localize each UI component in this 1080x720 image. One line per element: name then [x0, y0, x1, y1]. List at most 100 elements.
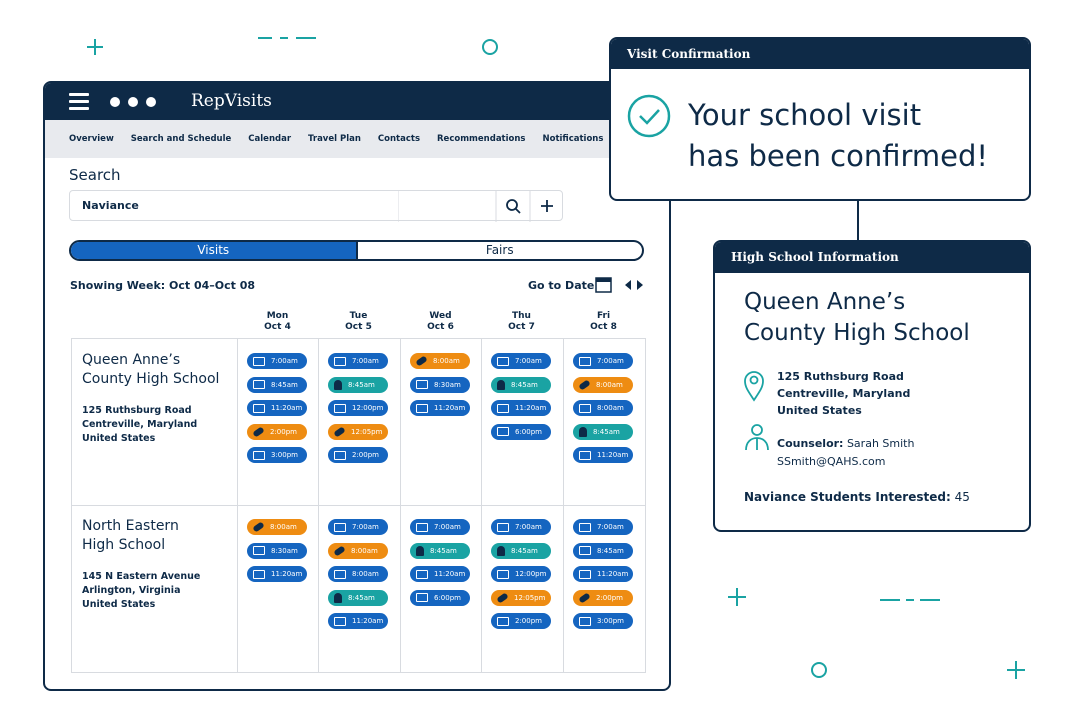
slot-time: 8:45am — [348, 593, 375, 602]
time-slot[interactable]: 6:00pm — [491, 423, 551, 440]
time-slot[interactable]: 11:20am — [491, 400, 551, 416]
slot-time: 8:45am — [348, 380, 375, 389]
time-slot[interactable]: 3:00pm — [573, 613, 633, 629]
nav-item[interactable]: Recommendations — [437, 134, 526, 144]
slot-icon — [497, 569, 509, 579]
school-address: 145 N Eastern Avenue Arlington, Virginia U… — [82, 570, 200, 612]
slot-icon — [497, 616, 509, 626]
time-slot[interactable]: 11:20am — [573, 566, 633, 582]
time-slot[interactable]: 8:45am — [328, 589, 388, 606]
slot-icon — [579, 403, 591, 413]
time-slot[interactable]: 8:00am — [247, 519, 307, 535]
nav-item[interactable]: Search and Schedule — [130, 134, 232, 144]
slot-time: 8:45am — [511, 546, 538, 555]
time-slot[interactable]: 8:45am — [247, 376, 307, 393]
time-slot[interactable]: 11:20am — [410, 566, 470, 582]
school-name: Queen Anne’s County High School — [744, 287, 970, 349]
slot-time: 6:00pm — [515, 427, 542, 436]
time-slot[interactable]: 2:00pm — [491, 613, 551, 629]
time-slot[interactable]: 11:20am — [410, 400, 470, 416]
slot-icon — [579, 522, 591, 532]
nav-item[interactable]: Contacts — [377, 134, 421, 144]
time-slot[interactable]: 8:00am — [410, 353, 470, 369]
time-slot[interactable]: 8:45am — [573, 423, 633, 440]
slot-icon — [579, 356, 591, 366]
slot-time: 8:30am — [434, 380, 461, 389]
time-slot[interactable]: 7:00am — [573, 519, 633, 535]
day-header: Mon Oct 4 — [237, 311, 318, 333]
slot-icon — [579, 546, 591, 555]
slot-time: 8:00am — [597, 404, 624, 412]
slot-time: 2:00pm — [352, 451, 379, 459]
email[interactable]: SSmith@QAHS.com — [777, 455, 886, 468]
time-slot[interactable]: 8:45am — [410, 542, 470, 559]
time-slot[interactable]: 12:05pm — [491, 589, 551, 606]
time-slot[interactable]: 7:00am — [491, 353, 551, 369]
time-slot[interactable]: 6:00pm — [410, 589, 470, 606]
time-slot[interactable]: 8:30am — [247, 542, 307, 559]
time-slot[interactable]: 2:00pm — [247, 423, 307, 440]
time-slot[interactable]: 8:00am — [328, 566, 388, 582]
nav-item[interactable]: Overview — [69, 134, 114, 144]
day-name: Mon — [266, 311, 289, 321]
time-slot[interactable]: 8:00am — [573, 400, 633, 416]
time-slot[interactable]: 8:45am — [491, 542, 551, 559]
slot-time: 8:00am — [433, 357, 460, 365]
slot-icon — [253, 546, 265, 555]
confirmation-message: Your school visit has been confirmed! — [688, 95, 988, 177]
time-slot[interactable]: 12:00pm — [328, 400, 388, 416]
nav-item[interactable]: Travel Plan — [308, 134, 361, 144]
time-slot[interactable]: 7:00am — [328, 353, 388, 369]
menu-icons[interactable] — [69, 92, 159, 112]
slot-time: 8:00am — [351, 546, 378, 555]
go-to-date[interactable]: Go to Date — [528, 279, 595, 292]
time-slot[interactable]: 8:45am — [328, 376, 388, 393]
slot-icon — [334, 403, 346, 413]
time-slot[interactable]: 7:00am — [247, 353, 307, 369]
time-slot[interactable]: 7:00am — [410, 519, 470, 535]
search-box[interactable]: Naviance — [69, 190, 564, 222]
search-buttons[interactable] — [398, 191, 564, 222]
time-slot[interactable]: 12:05pm — [328, 423, 388, 440]
time-slot[interactable]: 11:20am — [573, 447, 633, 463]
time-slot[interactable]: 8:45am — [491, 376, 551, 393]
slot-icon — [579, 450, 591, 460]
school-name: Queen Anne’s County High School — [82, 351, 219, 389]
time-slot[interactable]: 7:00am — [573, 353, 633, 369]
slot-time: 6:00pm — [434, 593, 461, 602]
slot-icon — [334, 379, 342, 390]
slot-time: 8:45am — [511, 380, 538, 389]
time-slot[interactable]: 8:45am — [573, 542, 633, 559]
slot-icon — [334, 569, 346, 579]
day-header: Fri Oct 8 — [563, 311, 644, 333]
tab[interactable]: Visits — [71, 242, 356, 259]
tab[interactable]: Fairs — [355, 242, 643, 259]
day-name: Wed — [429, 311, 452, 321]
slot-icon — [252, 521, 265, 533]
slot-icon — [497, 379, 505, 390]
address-line: United States — [82, 433, 156, 444]
time-slot[interactable]: 12:00pm — [491, 566, 551, 582]
nav-item[interactable]: Notifications — [542, 134, 604, 144]
time-slot[interactable]: 7:00am — [328, 519, 388, 535]
slot-icon — [334, 356, 346, 366]
date-controls[interactable] — [595, 276, 647, 294]
time-slot[interactable]: 11:20am — [247, 566, 307, 582]
nav-item[interactable]: Calendar — [248, 134, 292, 144]
time-slot[interactable]: 7:00am — [491, 519, 551, 535]
time-slot[interactable]: 3:00pm — [247, 447, 307, 463]
time-slot[interactable]: 2:00pm — [573, 589, 633, 606]
interested-label: Naviance Students Interested: — [744, 490, 951, 504]
address-line: United States — [82, 599, 156, 610]
time-slot[interactable]: 2:00pm — [328, 447, 388, 463]
address-line: Centreville, Maryland — [777, 387, 911, 400]
time-slot[interactable]: 11:20am — [328, 613, 388, 629]
message-line: has been confirmed! — [688, 139, 989, 173]
slot-icon — [333, 425, 346, 438]
time-slot[interactable]: 8:00am — [328, 542, 388, 559]
time-slot[interactable]: 8:00am — [573, 376, 633, 393]
time-slot[interactable]: 8:30am — [410, 376, 470, 393]
time-slot[interactable]: 11:20am — [247, 400, 307, 416]
card-header: High School Information — [715, 242, 1029, 273]
